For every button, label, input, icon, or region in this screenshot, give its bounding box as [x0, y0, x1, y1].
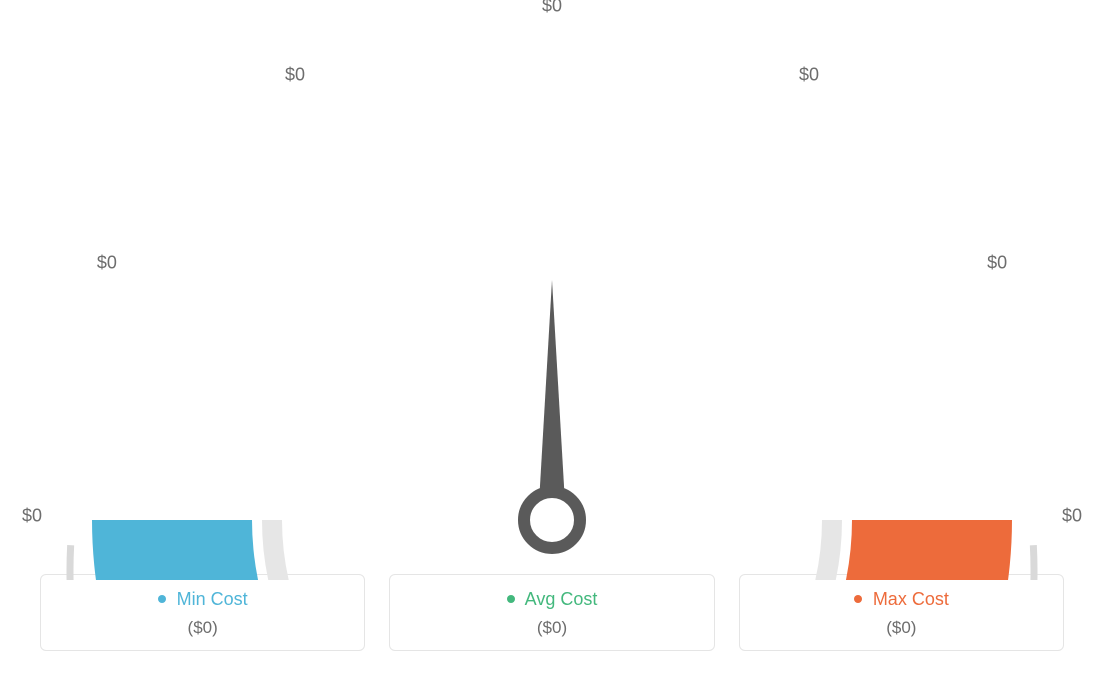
gauge-tick-label: $0	[987, 253, 1007, 274]
legend-label-avg: Avg Cost	[525, 589, 598, 609]
legend-dot-avg	[507, 595, 515, 603]
gauge-svg	[0, 0, 1104, 580]
gauge-tick-label: $0	[542, 0, 562, 17]
cost-gauge-widget: $0 $0 $0 $0 $0 $0 $0 Min Cost ($0) Avg Cost ($…	[0, 0, 1104, 690]
legend-value-avg: ($0)	[398, 618, 705, 638]
legend-title-max: Max Cost	[748, 589, 1055, 610]
legend-title-min: Min Cost	[49, 589, 356, 610]
legend-card-max: Max Cost ($0)	[739, 574, 1064, 651]
gauge-tick-label: $0	[22, 506, 42, 527]
legend-value-min: ($0)	[49, 618, 356, 638]
gauge-tick-label: $0	[97, 253, 117, 274]
legend-row: Min Cost ($0) Avg Cost ($0) Max Cost ($0…	[0, 574, 1104, 651]
legend-label-max: Max Cost	[873, 589, 949, 609]
legend-dot-min	[158, 595, 166, 603]
legend-title-avg: Avg Cost	[398, 589, 705, 610]
legend-dot-max	[854, 595, 862, 603]
gauge-tick-label: $0	[1062, 506, 1082, 527]
legend-label-min: Min Cost	[177, 589, 248, 609]
legend-card-min: Min Cost ($0)	[40, 574, 365, 651]
gauge-tick-label: $0	[285, 64, 305, 85]
gauge-area: $0 $0 $0 $0 $0 $0 $0	[0, 0, 1104, 580]
legend-card-avg: Avg Cost ($0)	[389, 574, 714, 651]
legend-value-max: ($0)	[748, 618, 1055, 638]
gauge-tick-label: $0	[799, 64, 819, 85]
